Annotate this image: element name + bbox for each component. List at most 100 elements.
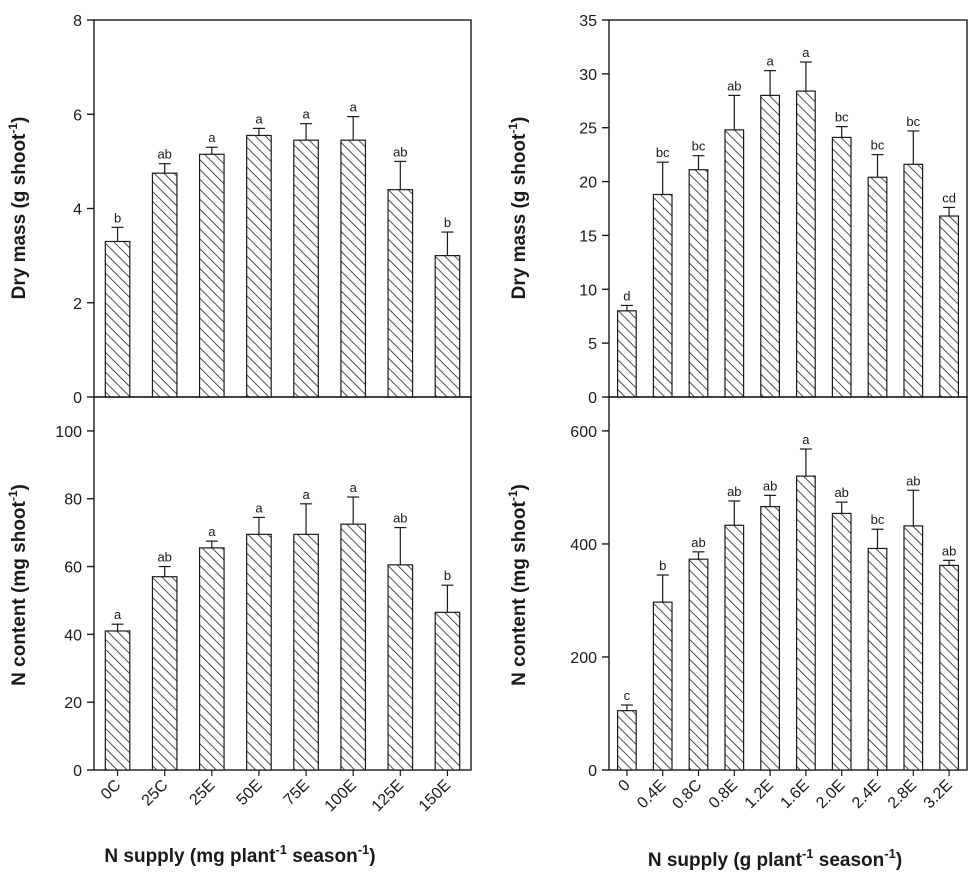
y-tick-label: 200 bbox=[570, 650, 597, 667]
significance-letter: ab bbox=[763, 478, 777, 493]
chart-right-bottom: 0 200 400 600 N content (mg shoot-1) c 0 b 0.4E a… bbox=[506, 396, 968, 813]
y-tick-label: 8 bbox=[73, 13, 82, 30]
significance-letter: a bbox=[255, 111, 263, 126]
y-tick-label: 4 bbox=[73, 202, 82, 219]
bar bbox=[434, 255, 461, 398]
bar bbox=[688, 558, 709, 771]
significance-letter: a bbox=[350, 480, 358, 495]
significance-letter: ab bbox=[157, 147, 171, 162]
bar bbox=[198, 153, 225, 398]
bar bbox=[104, 630, 131, 771]
y-tick-label: 35 bbox=[579, 13, 597, 30]
x-tick-label: 0 bbox=[615, 777, 633, 795]
bar bbox=[246, 134, 272, 398]
bar bbox=[795, 90, 816, 398]
significance-letter: bc bbox=[835, 110, 849, 125]
bar bbox=[340, 523, 367, 771]
bar bbox=[831, 136, 852, 398]
significance-letter: ab bbox=[393, 144, 407, 159]
plot-frame bbox=[93, 19, 472, 398]
y-axis-label: Dry mass (g shoot-1) bbox=[506, 117, 530, 300]
bar bbox=[198, 547, 225, 771]
bar bbox=[293, 533, 319, 771]
y-tick-label: 25 bbox=[579, 121, 597, 138]
y-tick-label: 6 bbox=[73, 107, 82, 124]
y-tick-label: 40 bbox=[64, 627, 82, 644]
y-tick-label: 0 bbox=[73, 390, 82, 407]
x-tick-label: 25C bbox=[139, 777, 172, 810]
y-tick-label: 10 bbox=[579, 282, 597, 299]
x-tick-label: 3.2E bbox=[921, 777, 956, 812]
significance-letter: ab bbox=[727, 78, 741, 93]
x-tick-label: 0.8E bbox=[706, 777, 741, 812]
x-tick-label: 100E bbox=[322, 777, 360, 815]
significance-letter: bc bbox=[871, 512, 885, 527]
x-tick-label: 2.4E bbox=[849, 777, 884, 812]
bar bbox=[616, 310, 637, 398]
x-tick-label: 1.2E bbox=[742, 777, 777, 812]
bar bbox=[903, 163, 924, 398]
significance-letter: ab bbox=[906, 473, 920, 488]
x-tick-label: 2.0E bbox=[813, 777, 848, 812]
bar bbox=[939, 215, 960, 398]
bar bbox=[867, 547, 888, 771]
y-tick-label: 0 bbox=[588, 763, 597, 780]
bar bbox=[652, 193, 673, 398]
left-x-axis-label: N supply (mg plant-1 season-1) bbox=[104, 842, 375, 867]
significance-letter: a bbox=[802, 45, 810, 60]
x-tick-label: 125E bbox=[369, 777, 407, 815]
y-tick-label: 15 bbox=[579, 228, 597, 245]
x-tick-label: 150E bbox=[416, 777, 454, 815]
bar bbox=[151, 576, 178, 771]
significance-letter: bc bbox=[906, 114, 920, 129]
significance-letter: bc bbox=[871, 138, 885, 153]
significance-letter: b bbox=[444, 215, 451, 230]
bar bbox=[151, 172, 178, 398]
bar bbox=[387, 189, 414, 398]
bar bbox=[903, 525, 924, 771]
significance-letter: ab bbox=[834, 485, 848, 500]
x-tick-label: 75E bbox=[281, 777, 313, 809]
significance-letter: cd bbox=[942, 190, 956, 205]
significance-letter: b bbox=[659, 558, 666, 573]
y-tick-label: 2 bbox=[73, 296, 82, 313]
y-tick-label: 0 bbox=[588, 390, 597, 407]
bar bbox=[652, 601, 673, 771]
significance-letter: ab bbox=[393, 511, 407, 526]
significance-letter: c bbox=[624, 688, 631, 703]
significance-letter: a bbox=[350, 100, 358, 115]
y-tick-label: 30 bbox=[579, 67, 597, 84]
significance-letter: b bbox=[444, 568, 451, 583]
significance-letter: ab bbox=[157, 550, 171, 565]
x-tick-label: 0.8C bbox=[669, 777, 705, 813]
significance-letter: a bbox=[114, 607, 122, 622]
x-tick-label: 50E bbox=[234, 777, 266, 809]
bar bbox=[831, 512, 852, 771]
bar bbox=[246, 533, 272, 771]
y-tick-label: 20 bbox=[64, 695, 82, 712]
significance-letter: d bbox=[623, 288, 630, 303]
y-axis-label: N content (mg shoot-1) bbox=[506, 484, 530, 686]
bar bbox=[760, 506, 781, 771]
significance-letter: a bbox=[255, 500, 263, 515]
y-tick-label: 80 bbox=[64, 492, 82, 509]
chart-left-top: 0 2 4 6 8 Dry mass (g shoot-1) b ab a a a a ab b bbox=[6, 13, 472, 407]
bar bbox=[387, 564, 414, 771]
chart-right-top: 0 5 10 15 20 25 30 35 Dry mass (g shoot-1) d bc bc a… bbox=[506, 13, 968, 407]
bar bbox=[760, 94, 781, 398]
significance-letter: ab bbox=[691, 535, 705, 550]
bar bbox=[688, 169, 709, 398]
x-tick-label: 1.6E bbox=[777, 777, 812, 812]
bar bbox=[340, 139, 367, 398]
y-axis-label: N content (mg shoot-1) bbox=[6, 484, 30, 686]
bar bbox=[795, 475, 816, 771]
x-tick-label: 2.8E bbox=[885, 777, 920, 812]
plot-frame bbox=[93, 396, 472, 771]
bar bbox=[434, 611, 461, 771]
bar bbox=[104, 240, 131, 398]
plot-frame bbox=[608, 396, 968, 771]
significance-letter: ab bbox=[727, 484, 741, 499]
bar bbox=[724, 129, 745, 398]
significance-letter: bc bbox=[692, 139, 706, 154]
significance-letter: a bbox=[302, 487, 310, 502]
